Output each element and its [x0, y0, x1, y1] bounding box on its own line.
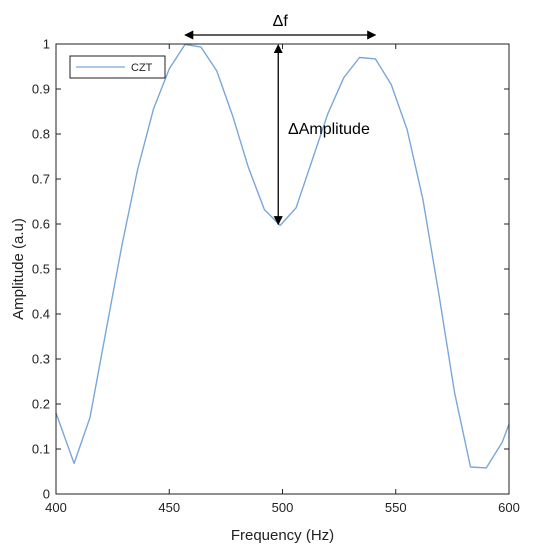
- y-tick-label: 0.8: [32, 127, 50, 142]
- x-tick-label: 600: [498, 500, 520, 515]
- y-tick-label: 0.9: [32, 82, 50, 97]
- y-tick-label: 0: [43, 487, 50, 502]
- delta-amplitude-label: ΔAmplitude: [288, 121, 370, 138]
- y-tick-label: 0.2: [32, 397, 50, 412]
- delta-f-label: Δf: [273, 13, 289, 30]
- plot-frame: [55, 43, 510, 495]
- x-tick-label: 500: [272, 500, 294, 515]
- y-tick-label: 1: [43, 37, 50, 52]
- y-tick-label: 0.3: [32, 352, 50, 367]
- legend-label: CZT: [131, 62, 153, 74]
- y-tick-label: 0.1: [32, 442, 50, 457]
- y-tick-label: 0.5: [32, 262, 50, 277]
- x-tick-label: 450: [158, 500, 180, 515]
- y-axis-title: Amplitude (a.u): [10, 218, 27, 320]
- series-line-czt: [55, 43, 510, 469]
- legend: CZT: [69, 55, 166, 79]
- y-tick-label: 0.6: [32, 217, 50, 232]
- y-tick-label: 0.7: [32, 172, 50, 187]
- x-axis-title: Frequency (Hz): [231, 527, 334, 544]
- y-tick-label: 0.4: [32, 307, 50, 322]
- x-tick-label: 400: [45, 500, 67, 515]
- x-tick-label: 550: [385, 500, 407, 515]
